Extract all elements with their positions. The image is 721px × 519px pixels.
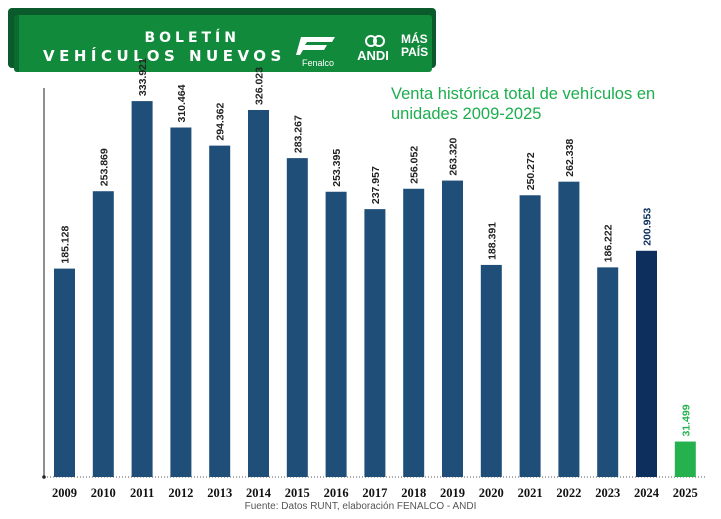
- x-tick-label-2014: 2014: [246, 486, 272, 500]
- bar-2009: [54, 268, 75, 477]
- x-tick-label-2022: 2022: [556, 486, 581, 500]
- value-label-2024: 200.953: [642, 208, 654, 246]
- value-label-2020: 188.391: [486, 222, 498, 260]
- chart-title-line2: unidades 2009-2025: [391, 105, 542, 123]
- value-label-2018: 256.052: [409, 146, 421, 184]
- bar-2014: [248, 109, 269, 478]
- bar-2022: [558, 181, 580, 477]
- fenalco-label: Fenalco: [301, 58, 335, 68]
- chart-title: Venta histórica total de vehículos en un…: [391, 84, 711, 124]
- bar-2025: [674, 441, 696, 477]
- value-label-2014: 326.023: [254, 67, 266, 105]
- x-tick-label-2016: 2016: [324, 486, 349, 500]
- andi-label: ANDI: [357, 48, 389, 63]
- bar-2015: [286, 158, 308, 477]
- x-tick-label-2011: 2011: [130, 486, 154, 500]
- x-tick-label-2023: 2023: [595, 486, 620, 500]
- value-label-2011: 333.921: [137, 58, 149, 96]
- banner-title-line2: VEHÍCULOS NUEVOS: [43, 47, 286, 65]
- value-label-2021: 250.272: [525, 152, 537, 190]
- x-tick-label-2025: 2025: [673, 486, 698, 500]
- value-label-2022: 262.338: [564, 139, 576, 177]
- value-label-2017: 237.957: [370, 166, 382, 204]
- mas-pais-label-1: MÁS: [401, 32, 428, 46]
- mas-pais-label-2: PAÍS: [401, 45, 429, 59]
- value-label-2023: 186.222: [603, 224, 615, 262]
- x-tick-label-2017: 2017: [362, 486, 387, 500]
- axis-origin-dot: [42, 475, 46, 479]
- value-label-2012: 310.464: [176, 84, 188, 122]
- andi-mark-icon: [365, 35, 385, 47]
- bar-2019: [442, 180, 463, 478]
- bar-2017: [364, 209, 386, 477]
- bar-2018: [403, 188, 425, 477]
- bar-2011: [131, 101, 153, 478]
- fenalco-mark-icon: [296, 37, 335, 55]
- chart-title-line1: Venta histórica total de vehículos en: [391, 85, 656, 103]
- x-tick-label-2013: 2013: [207, 486, 232, 500]
- x-tick-label-2018: 2018: [401, 486, 426, 500]
- bar-2012: [170, 127, 192, 478]
- source-note: Fuente: Datos RUNT, elaboración FENALCO …: [244, 501, 477, 512]
- banner: BOLETÍN VEHÍCULOS NUEVOS Fenalco ANDI MÁ…: [14, 15, 432, 72]
- fenalco-logo: Fenalco: [295, 31, 341, 71]
- x-tick-label-2009: 2009: [52, 486, 77, 500]
- x-tick-label-2020: 2020: [479, 486, 504, 500]
- value-label-2013: 294.362: [215, 103, 227, 141]
- x-tick-label-2024: 2024: [634, 486, 660, 500]
- bar-2020: [480, 264, 502, 477]
- value-label-2010: 253.869: [98, 148, 110, 186]
- andi-logo: ANDI: [349, 33, 397, 69]
- x-tick-label-2021: 2021: [518, 486, 543, 500]
- value-label-2016: 253.395: [331, 149, 343, 187]
- mas-pais-logo: MÁS PAÍS: [401, 33, 435, 69]
- x-tick-label-2019: 2019: [440, 486, 465, 500]
- bar-2013: [209, 145, 231, 477]
- x-tick-label-2015: 2015: [285, 486, 310, 500]
- banner-title-line1: BOLETÍN: [144, 30, 240, 46]
- bar-2023: [597, 267, 619, 477]
- value-label-2015: 283.267: [292, 115, 304, 153]
- value-label-2009: 185.128: [60, 225, 72, 263]
- x-tick-label-2010: 2010: [91, 486, 116, 500]
- value-label-2025: 31.499: [680, 404, 692, 436]
- bar-2010: [92, 191, 114, 477]
- bar-2016: [325, 191, 347, 477]
- value-label-2019: 263.320: [448, 137, 460, 175]
- bar-2021: [519, 195, 541, 477]
- bar-2024: [636, 250, 657, 477]
- x-tick-label-2012: 2012: [168, 486, 193, 500]
